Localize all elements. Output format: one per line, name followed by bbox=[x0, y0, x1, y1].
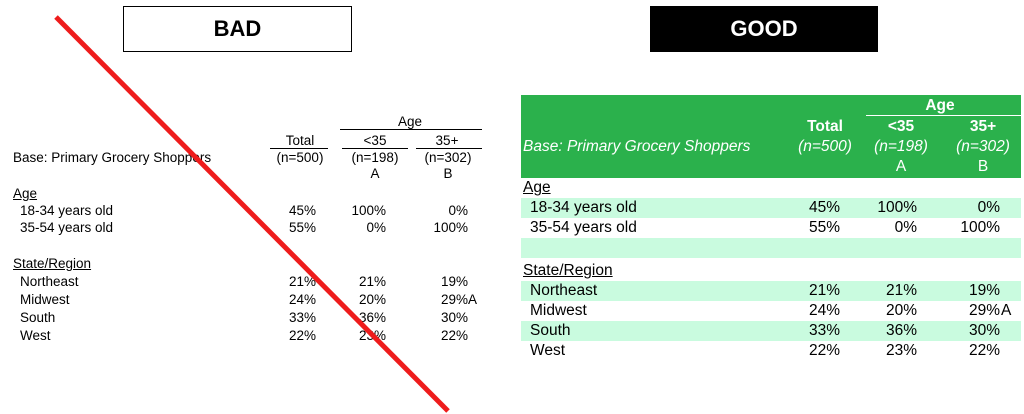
row-over35: 30% bbox=[968, 322, 1000, 339]
section-title-region: State/Region bbox=[13, 256, 92, 271]
bad-header: BAD bbox=[123, 6, 352, 52]
good-header: GOOD bbox=[650, 6, 878, 52]
good-table-header-band bbox=[521, 95, 1021, 178]
section-title-age: Age bbox=[13, 186, 38, 201]
row-total: 55% bbox=[808, 219, 840, 236]
band-row bbox=[521, 321, 1021, 341]
row-label: South bbox=[530, 322, 571, 339]
row-over35: 22% bbox=[968, 342, 1000, 359]
section-title-region: State/Region bbox=[523, 262, 613, 279]
row-under35: 21% bbox=[358, 274, 386, 289]
row-under35: 20% bbox=[358, 292, 386, 307]
row-label: Northeast bbox=[20, 274, 79, 289]
band-row bbox=[521, 198, 1021, 218]
row-total: 21% bbox=[288, 274, 316, 289]
under35-letter: A bbox=[370, 166, 380, 181]
under35-header: <35 bbox=[363, 133, 387, 148]
total-n: (n=500) bbox=[276, 150, 324, 165]
row-over35: 30% bbox=[440, 310, 468, 325]
band-row bbox=[521, 281, 1021, 301]
row-under35: 36% bbox=[885, 322, 917, 339]
under35-n: (n=198) bbox=[874, 138, 928, 155]
over35-n: (n=302) bbox=[956, 138, 1010, 155]
row-total: 45% bbox=[288, 203, 316, 218]
over35-letter: B bbox=[977, 158, 989, 175]
row-under35: 23% bbox=[358, 328, 386, 343]
over35-n: (n=302) bbox=[424, 150, 472, 165]
under35-header-rule bbox=[342, 148, 408, 149]
row-over35: 100% bbox=[960, 219, 1000, 236]
row-label: Midwest bbox=[530, 302, 587, 319]
age-group-rule bbox=[866, 115, 1021, 116]
row-total: 22% bbox=[288, 328, 316, 343]
total-n: (n=500) bbox=[798, 138, 852, 155]
row-label: West bbox=[20, 328, 51, 343]
row-under35: 21% bbox=[885, 282, 917, 299]
row-label: Midwest bbox=[20, 292, 70, 307]
section-title-age: Age bbox=[523, 179, 551, 196]
base-label: Base: Primary Grocery Shoppers bbox=[523, 138, 751, 155]
sig-letter: A bbox=[468, 292, 478, 307]
row-over35: 19% bbox=[440, 274, 468, 289]
under35-header: <35 bbox=[887, 118, 915, 135]
row-total: 24% bbox=[288, 292, 316, 307]
over35-letter: B bbox=[443, 166, 453, 181]
over35-header: 35+ bbox=[969, 118, 997, 135]
row-label: 18-34 years old bbox=[530, 199, 637, 216]
row-label: West bbox=[530, 342, 566, 359]
age-group-rule bbox=[340, 129, 482, 130]
row-over35: 100% bbox=[433, 220, 468, 235]
under35-n: (n=198) bbox=[351, 150, 399, 165]
row-over35: 0% bbox=[448, 203, 468, 218]
row-under35: 0% bbox=[366, 220, 386, 235]
row-label: 35-54 years old bbox=[20, 220, 114, 235]
row-under35: 23% bbox=[885, 342, 917, 359]
band-spacer bbox=[521, 238, 1021, 258]
total-header: Total bbox=[285, 133, 315, 148]
row-label: Northeast bbox=[530, 282, 598, 299]
row-under35: 20% bbox=[885, 302, 917, 319]
row-over35: 29% bbox=[968, 302, 1000, 319]
age-group-label: Age bbox=[925, 97, 955, 114]
under35-letter: A bbox=[895, 158, 907, 175]
row-total: 21% bbox=[808, 282, 840, 299]
row-total: 33% bbox=[808, 322, 840, 339]
row-over35: 19% bbox=[968, 282, 1000, 299]
age-group-label: Age bbox=[397, 114, 423, 129]
row-under35: 0% bbox=[894, 219, 917, 236]
over35-header-rule bbox=[416, 148, 482, 149]
row-over35: 22% bbox=[440, 328, 468, 343]
row-label: 35-54 years old bbox=[530, 219, 637, 236]
row-label: South bbox=[20, 310, 56, 325]
row-over35: 0% bbox=[977, 199, 1000, 216]
row-over35: 29% bbox=[440, 292, 468, 307]
row-under35: 100% bbox=[877, 199, 917, 216]
sig-letter: A bbox=[1001, 302, 1012, 319]
row-total: 24% bbox=[808, 302, 840, 319]
row-total: 45% bbox=[808, 199, 840, 216]
over35-header: 35+ bbox=[435, 133, 459, 148]
row-total: 33% bbox=[288, 310, 316, 325]
row-total: 22% bbox=[808, 342, 840, 359]
total-header-rule bbox=[270, 148, 328, 149]
row-total: 55% bbox=[288, 220, 316, 235]
total-header: Total bbox=[807, 118, 843, 135]
base-label: Base: Primary Grocery Shoppers bbox=[13, 150, 212, 165]
row-under35: 100% bbox=[351, 203, 386, 218]
row-under35: 36% bbox=[358, 310, 386, 325]
row-label: 18-34 years old bbox=[20, 203, 114, 218]
